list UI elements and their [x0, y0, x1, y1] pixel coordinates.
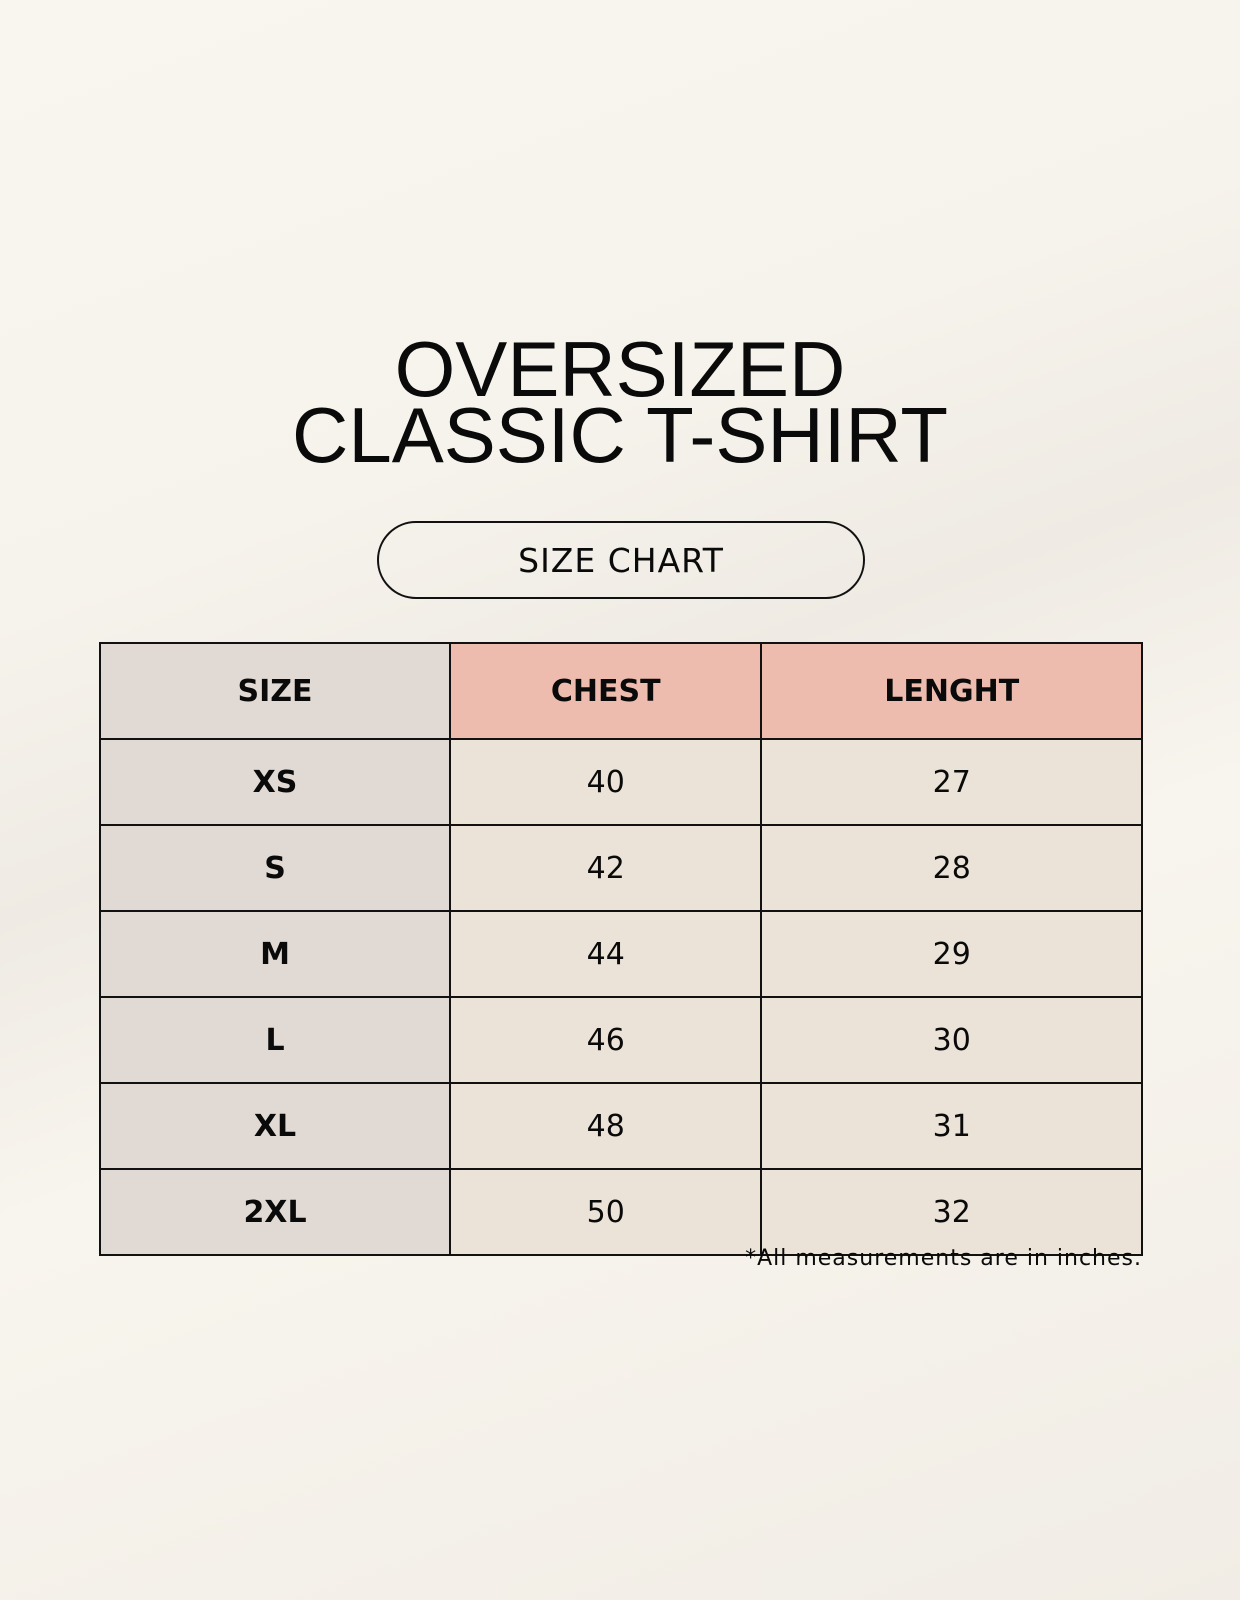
- size-cell: L: [99, 996, 451, 1084]
- chest-cell: 42: [448, 824, 763, 912]
- chest-cell: 40: [448, 738, 763, 826]
- chest-cell: 46: [448, 996, 763, 1084]
- table-row: XS 40 27: [99, 738, 1143, 826]
- size-cell: M: [99, 910, 451, 998]
- footnote: *All measurements are in inches.: [745, 1246, 1142, 1271]
- length-cell: 27: [760, 738, 1143, 826]
- size-cell: 2XL: [99, 1168, 451, 1256]
- length-cell: 32: [760, 1168, 1143, 1256]
- size-chart-badge: SIZE CHART: [377, 521, 865, 599]
- header-length: LENGHT: [760, 642, 1143, 740]
- length-cell: 31: [760, 1082, 1143, 1170]
- chest-cell: 50: [448, 1168, 763, 1256]
- table-row: L 46 30: [99, 996, 1143, 1084]
- chest-cell: 44: [448, 910, 763, 998]
- table-row: XL 48 31: [99, 1082, 1143, 1170]
- length-cell: 28: [760, 824, 1143, 912]
- size-cell: XL: [99, 1082, 451, 1170]
- size-cell: S: [99, 824, 451, 912]
- chest-cell: 48: [448, 1082, 763, 1170]
- header-size: SIZE: [99, 642, 451, 740]
- length-cell: 30: [760, 996, 1143, 1084]
- page-title: OVERSIZED CLASSIC T-SHIRT: [0, 325, 1240, 479]
- table-row: 2XL 50 32: [99, 1168, 1143, 1256]
- size-table: SIZE CHEST LENGHT XS 40 27 S 42 28 M 44 29 L 46 30 X…: [99, 642, 1143, 1256]
- table-row: M 44 29: [99, 910, 1143, 998]
- table-row: S 42 28: [99, 824, 1143, 912]
- header-chest: CHEST: [448, 642, 763, 740]
- title-line-2: CLASSIC T-SHIRT: [292, 391, 948, 479]
- size-cell: XS: [99, 738, 451, 826]
- title-line-1: OVERSIZED: [394, 325, 846, 413]
- table-header-row: SIZE CHEST LENGHT: [99, 642, 1143, 740]
- length-cell: 29: [760, 910, 1143, 998]
